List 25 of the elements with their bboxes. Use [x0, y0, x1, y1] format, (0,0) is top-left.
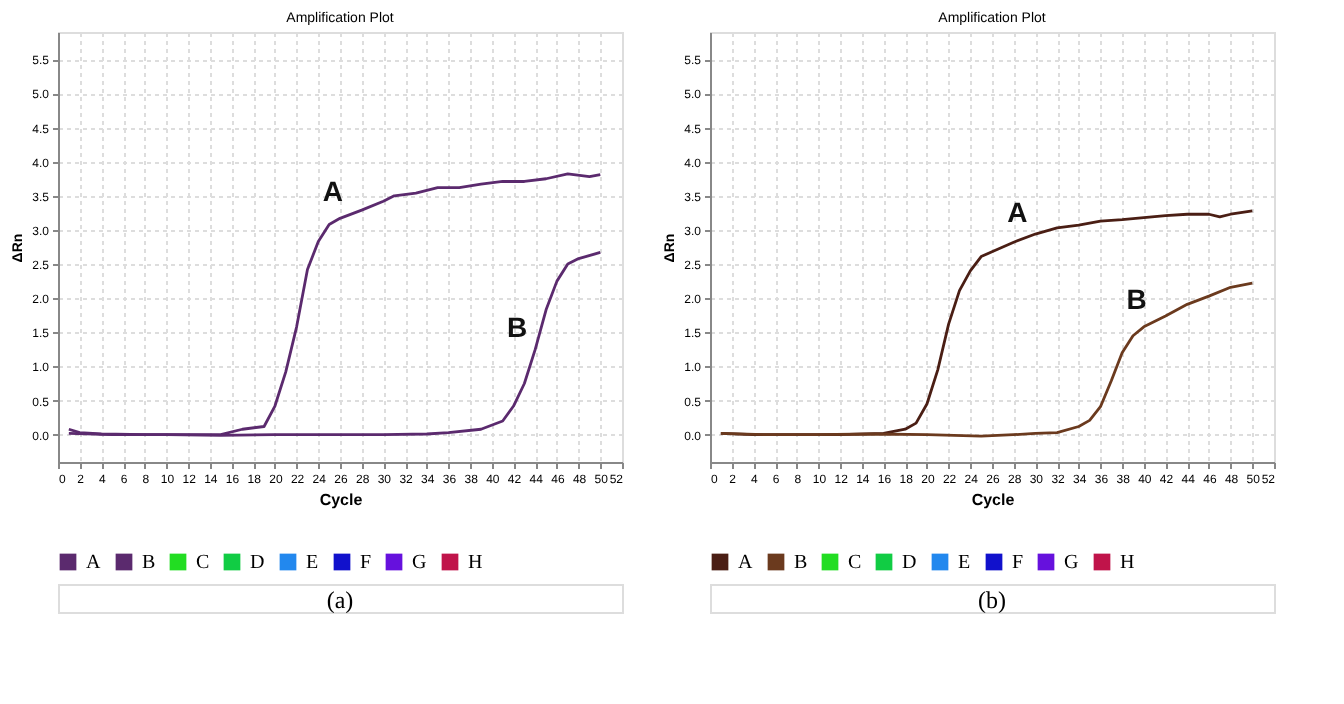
legend-label: H: [1120, 552, 1135, 574]
legend-label: C: [848, 552, 862, 574]
legend-label: D: [902, 552, 917, 574]
x-axis-title: Cycle: [971, 491, 1016, 509]
legend-label: F: [1012, 552, 1024, 574]
legend-label: A: [86, 552, 102, 574]
annotation: A: [1007, 196, 1028, 229]
legend-label: G: [1064, 552, 1079, 574]
legend-label: A: [738, 552, 754, 574]
text: (b): [978, 586, 1006, 614]
legend-label: B: [142, 552, 156, 574]
legend-label: F: [360, 552, 372, 574]
legend-label: C: [196, 552, 210, 574]
annotation: B: [507, 311, 528, 344]
legend-label: E: [958, 552, 971, 574]
legend-label: H: [468, 552, 483, 574]
annotation: A: [322, 174, 343, 207]
legend-label: E: [306, 552, 319, 574]
legend-label: D: [250, 552, 265, 574]
x-axis-title: Cycle: [319, 491, 364, 509]
line-series: [719, 281, 1254, 438]
legend-label: B: [794, 552, 808, 574]
legend-label: G: [412, 552, 427, 574]
text: (a): [326, 586, 354, 614]
annotation: B: [1126, 283, 1147, 316]
